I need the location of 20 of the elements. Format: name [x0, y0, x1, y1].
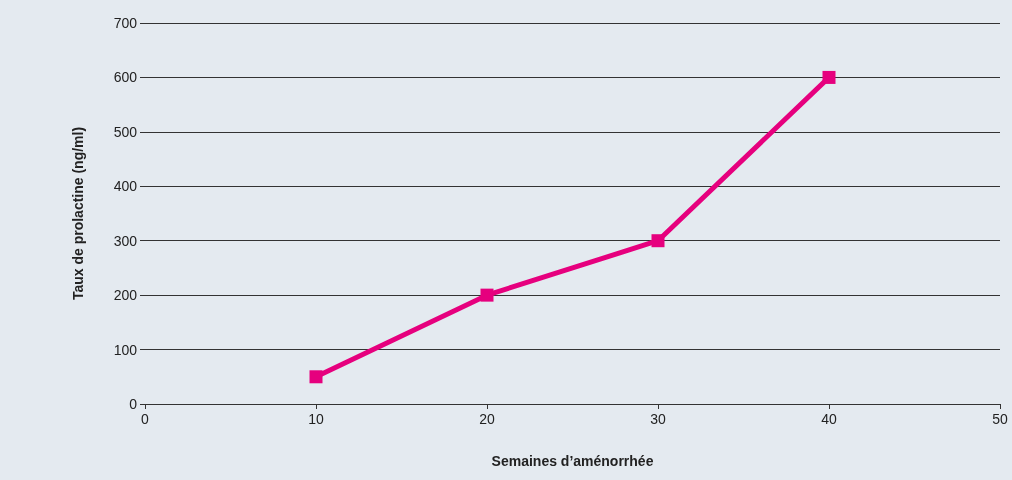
- y-tick-label: 200: [113, 287, 138, 304]
- y-tick-label: 100: [113, 341, 138, 358]
- x-tick-label: 50: [992, 411, 1008, 427]
- y-tick-label: 600: [113, 69, 138, 86]
- y-tick-label: 300: [113, 232, 138, 249]
- y-tick-label: 400: [113, 178, 138, 195]
- x-tick-label: 20: [479, 411, 495, 427]
- x-tick-label: 10: [308, 411, 324, 427]
- y-tick-label: 0: [129, 396, 138, 412]
- point: [651, 234, 665, 248]
- y-tick-label: 500: [113, 123, 138, 140]
- point: [480, 288, 494, 302]
- x-tick-label: 0: [141, 411, 150, 427]
- x-tick-label: 30: [650, 411, 666, 427]
- y-axis-title: Taux de prolactine (ng/ml): [70, 126, 86, 301]
- x-tick-label: 40: [821, 411, 837, 427]
- point: [309, 370, 323, 384]
- x-axis-title: Semaines d’aménorrhée: [491, 453, 654, 469]
- y-tick-label: 700: [113, 15, 138, 31]
- point: [822, 70, 836, 84]
